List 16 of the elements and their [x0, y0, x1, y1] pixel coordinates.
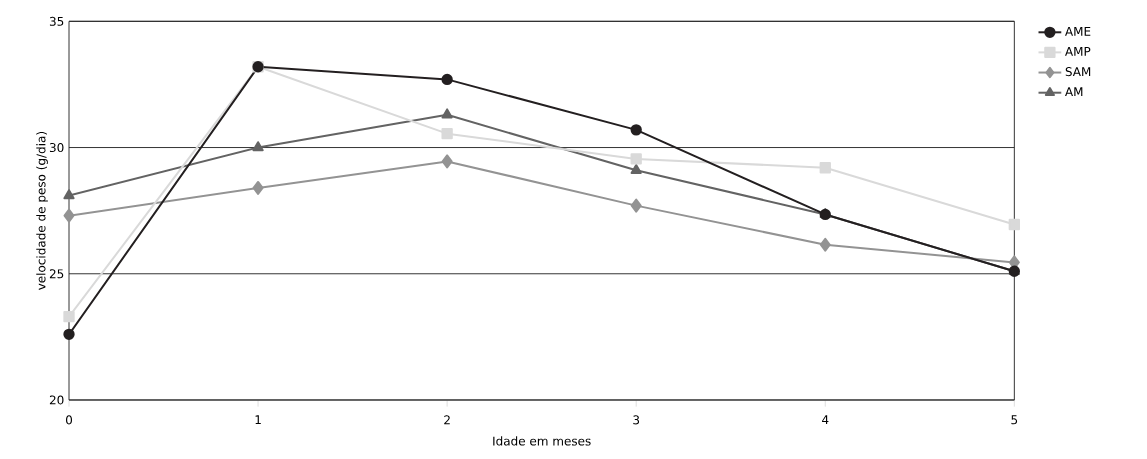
x-axis-title: Idade em meses	[493, 436, 591, 446]
legend-label: AM	[1065, 87, 1083, 97]
x-tick-label: 0	[65, 415, 73, 425]
x-tick-label: 5	[1011, 415, 1018, 425]
x-tick-label: 4	[822, 415, 829, 425]
x-tick-label: 2	[444, 415, 450, 425]
y-tick-label: 20	[49, 395, 64, 405]
x-tick-label: 1	[255, 415, 261, 425]
y-axis-title: velocidade de peso (g/dia)	[36, 131, 48, 291]
y-tick-label: 25	[49, 269, 64, 279]
legend-label: SAM	[1065, 67, 1091, 77]
y-tick-label: 30	[49, 143, 64, 153]
legend-label: AME	[1065, 26, 1091, 36]
legend-label: AMP	[1065, 47, 1091, 56]
y-tick-label: 35	[49, 16, 64, 26]
x-tick-label: 3	[633, 415, 640, 425]
